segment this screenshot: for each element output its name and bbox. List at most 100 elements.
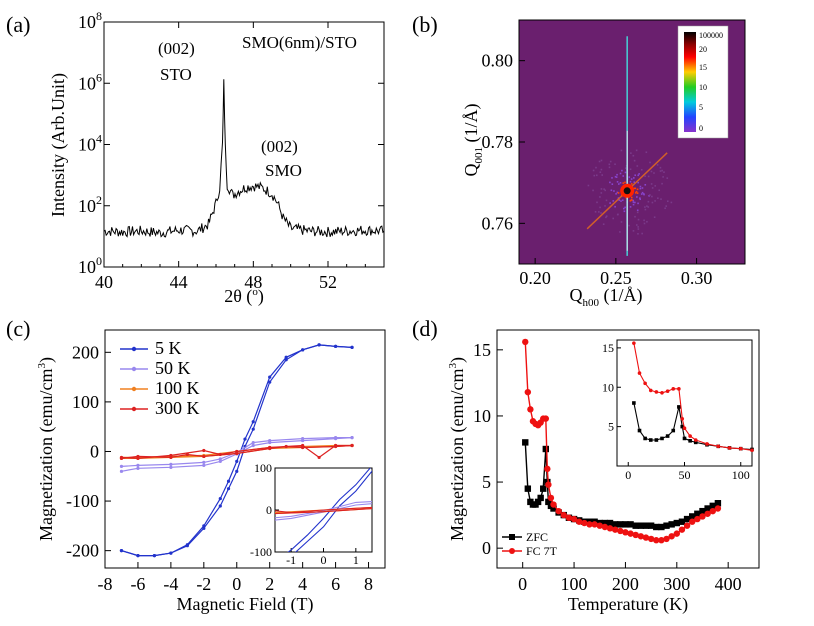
d-series-point (632, 531, 639, 539)
panel-c-frame (104, 329, 386, 569)
b-ytick-label: 0.80 (482, 51, 514, 71)
c-series-point (119, 549, 124, 553)
a-ytick-base: 10 (78, 257, 96, 277)
a-ytick-label: 104 (78, 132, 102, 155)
d-ytick-label: 15 (473, 340, 491, 360)
rsm-speckle (600, 212, 602, 214)
d-xtick-label: 100 (561, 574, 588, 594)
rsm-speckle (620, 200, 622, 202)
rsm-speckle (598, 211, 600, 213)
c-series-point (268, 380, 272, 384)
rsm-speckle (600, 188, 603, 190)
rsm-speckle (664, 207, 666, 210)
rsm-speckle (651, 195, 653, 198)
rsm-speckle (638, 173, 640, 175)
d-xtick-label: 300 (663, 574, 690, 594)
rsm-speckle (631, 199, 633, 201)
rsm-speckle (666, 177, 669, 179)
c-series-point (243, 437, 247, 441)
d-series-point (575, 518, 583, 525)
a-ytick-base: 10 (78, 196, 96, 216)
c-series-point (119, 469, 124, 473)
rsm-speckle (614, 163, 616, 166)
a-ytick-exp: 4 (96, 132, 102, 146)
a-ytick-base: 10 (78, 73, 96, 93)
rsm-speckle (612, 217, 615, 220)
colorbar-gradient (684, 32, 696, 132)
a-ytick-exp: 2 (96, 193, 102, 207)
rsm-speckle (611, 183, 614, 185)
rsm-speckle (634, 187, 637, 190)
ci-ytick-label: 100 (254, 461, 272, 475)
rsm-speckle (644, 208, 647, 211)
c-series-point (202, 526, 206, 530)
d-series-point (683, 522, 691, 529)
rsm-speckle (632, 203, 635, 206)
rsm-speckle (608, 163, 611, 166)
d-series-point (545, 481, 552, 488)
b-ytick-label: 0.76 (482, 213, 514, 233)
rsm-speckle (619, 231, 621, 233)
di-series-point (705, 442, 709, 446)
c-series-point (169, 465, 173, 469)
d-ytick-label: 0 (482, 538, 491, 558)
rsm-speckle (662, 176, 664, 178)
rsm-speckle (644, 206, 646, 208)
d-xtick-label: 400 (715, 574, 742, 594)
di-series-point (750, 448, 754, 453)
di-series-point (727, 446, 732, 450)
d-series-point (642, 534, 650, 541)
a-xtick-label: 40 (95, 272, 113, 292)
rsm-speckle (643, 219, 645, 222)
c-series-point (136, 554, 140, 558)
rsm-speckle (614, 175, 617, 178)
rsm-speckle (651, 187, 654, 189)
rsm-speckle (615, 176, 618, 178)
di-series-point (688, 434, 692, 438)
d-series-point (542, 415, 550, 422)
c-xtick-label: 6 (331, 574, 340, 594)
rsm-speckle (599, 206, 601, 209)
rsm-speckle (617, 213, 619, 216)
rsm-speckle (649, 161, 651, 164)
rsm-speckle (604, 205, 606, 207)
c-series-point (350, 435, 354, 440)
panel-c-ylabel: Magnetization (emu/cm3) (36, 357, 57, 541)
rsm-speckle (609, 181, 611, 184)
d-series-point (704, 505, 711, 512)
rsm-speckle (648, 195, 650, 197)
di-series-point (648, 388, 653, 393)
rsm-speckle (636, 196, 638, 198)
di-series-point (637, 428, 642, 433)
b-xtick-label: 0.25 (600, 268, 632, 288)
rsm-speckle (633, 159, 636, 162)
c-series-point (169, 551, 173, 555)
rsm-speckle (632, 199, 635, 202)
d-legend-label: FC 7T (526, 544, 558, 558)
rsm-speckle (637, 226, 639, 228)
rsm-speckle (603, 188, 605, 190)
panel-d-frame (496, 329, 760, 569)
rsm-speckle (661, 182, 663, 185)
d-series-point (524, 485, 532, 492)
rsm-speckle (614, 205, 616, 208)
rsm-speckle (623, 207, 625, 210)
di-series-point (682, 436, 687, 441)
rsm-speckle (661, 169, 663, 172)
rsm-speckle (646, 220, 648, 223)
d-series-point (663, 522, 670, 529)
c-series-point (152, 554, 157, 558)
di-series-point (671, 428, 676, 433)
d-series-point (522, 338, 529, 346)
di-xtick-label: 100 (732, 468, 750, 482)
d-series-point (547, 494, 555, 502)
rsm-speckle (650, 170, 653, 173)
di-series-point (643, 381, 647, 386)
rsm-speckle (634, 192, 637, 194)
rsm-speckle (615, 193, 617, 195)
c-series-point (218, 496, 222, 501)
rsm-speckle (595, 166, 597, 169)
c-xtick-label: -2 (196, 574, 211, 594)
rsm-speckle (657, 197, 659, 199)
